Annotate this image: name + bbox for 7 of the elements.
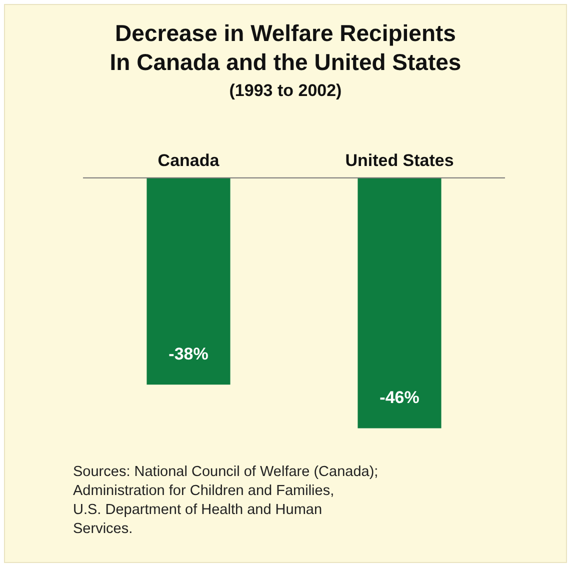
data-label: -38% [168,344,208,364]
source-note: Sources: National Council of Welfare (Canada); Administration for Children and Families, U.S. Department of Health and Human Services. [73,463,378,539]
x-tick-label: Canada [158,150,220,170]
chart-subtitle: (1993 to 2002) [228,81,343,101]
chart-title: Decrease in Welfare Recipients In Canada and the United States [108,19,462,77]
data-label: -46% [380,388,420,407]
x-tick-label: United States [345,150,454,170]
